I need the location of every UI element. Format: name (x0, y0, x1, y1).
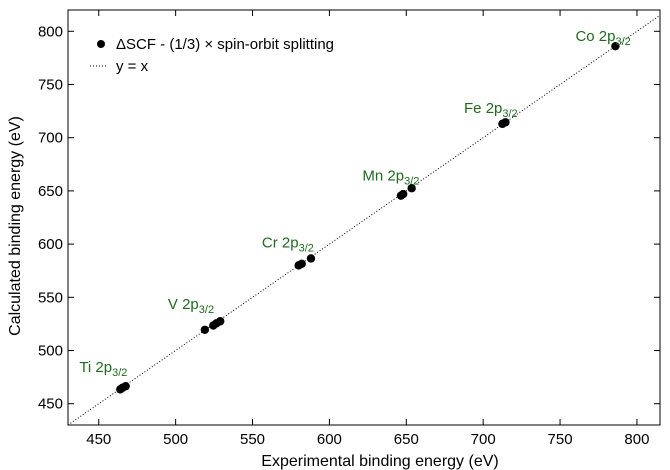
plot-frame (67, 9, 661, 426)
data-point (611, 41, 620, 51)
y-tick-label: 700 (38, 130, 63, 147)
annotations-layer: Ti 2p3/2 V 2p3/2 Cr 2p3/2 Mn 2p3/2 Fe 2p3/2 C… (79, 28, 630, 379)
x-tick-label: 500 (163, 431, 188, 448)
data-point (297, 259, 306, 268)
y-equals-x-line (67, 14, 661, 426)
element-annotation: Cr 2p3/2 (262, 234, 314, 254)
data-point (306, 254, 316, 263)
y-tick-label: 750 (38, 76, 63, 93)
y-tick-label: 450 (38, 396, 63, 413)
data-point (200, 325, 210, 334)
legend: ΔSCF - (1/3) × spin-orbit splitting y = … (90, 36, 334, 75)
y-axis-label: Calculated binding energy (eV) (7, 116, 24, 336)
data-point (121, 381, 130, 391)
element-annotation: Ti 2p3/2 (79, 359, 127, 379)
axis-ticks: 450 500 550 600 650 700 750 800 450 500 550 600 650 7… (38, 10, 660, 448)
element-annotation: Fe 2p3/2 (464, 100, 518, 120)
x-axis-label: Experimental binding energy (eV) (261, 453, 498, 470)
legend-marker-circle (97, 40, 105, 48)
y-tick-label: 600 (38, 236, 63, 253)
legend-label-scf: ΔSCF - (1/3) × spin-orbit splitting (116, 36, 334, 53)
x-tick-label: 600 (317, 431, 342, 448)
diagonal-line-layer (67, 14, 661, 426)
x-tick-label: 650 (394, 431, 419, 448)
x-tick-label: 750 (548, 431, 573, 448)
element-annotation: Mn 2p3/2 (362, 167, 419, 187)
data-point (407, 184, 416, 193)
y-tick-label: 650 (38, 183, 63, 200)
x-tick-label: 800 (624, 431, 649, 448)
x-tick-label: 450 (86, 431, 111, 448)
x-tick-label: 550 (240, 431, 265, 448)
legend-label-yx: y = x (116, 58, 149, 75)
element-annotation: V 2p3/2 (168, 296, 214, 316)
element-annotation: Co 2p3/2 (575, 28, 630, 48)
data-points-layer (116, 41, 620, 394)
y-tick-label: 500 (38, 343, 63, 360)
x-tick-label: 700 (471, 431, 496, 448)
data-point (399, 189, 408, 199)
y-tick-label: 800 (38, 23, 63, 40)
data-point (216, 317, 225, 326)
y-tick-label: 550 (38, 289, 63, 306)
data-point (501, 118, 510, 127)
